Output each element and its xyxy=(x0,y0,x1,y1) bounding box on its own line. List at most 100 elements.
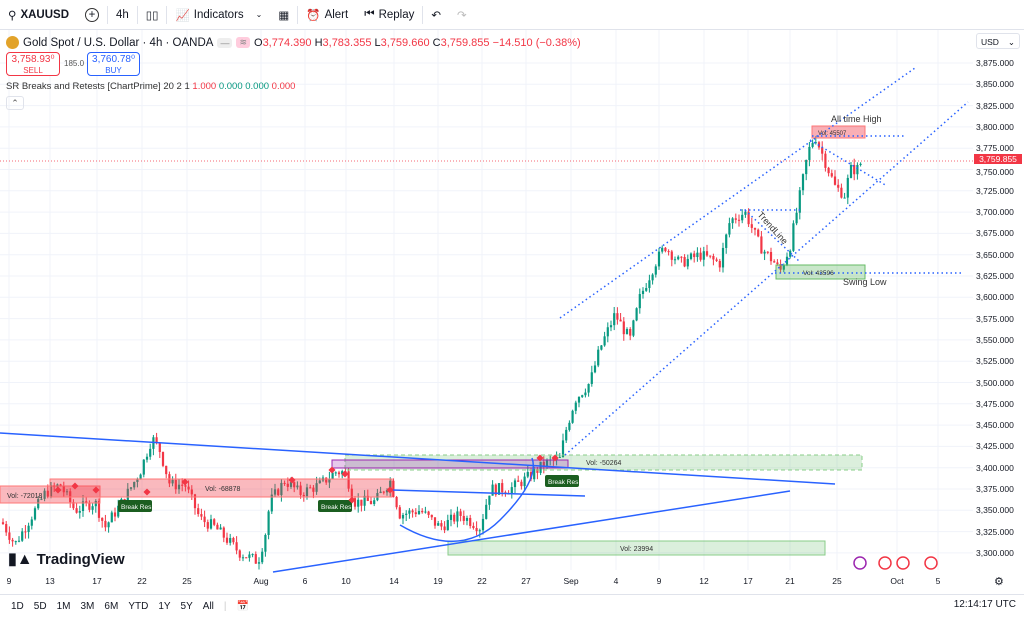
price-tick: 3,500.000 xyxy=(976,377,1014,388)
axis-settings-icon[interactable]: ⚙ xyxy=(994,576,1004,588)
time-tick: 9 xyxy=(656,576,662,586)
candle xyxy=(645,288,648,291)
interval-button[interactable]: 4h xyxy=(116,8,129,21)
redo-button[interactable]: ↷ xyxy=(449,0,475,30)
calendar-icon[interactable]: 📅 xyxy=(236,600,249,612)
candle xyxy=(235,542,238,551)
buy-button[interactable]: 3,760.78⁰ BUY xyxy=(87,52,140,76)
candle xyxy=(635,308,638,321)
candle xyxy=(440,523,443,527)
time-tick: 13 xyxy=(45,576,55,586)
price-tick: 3,450.000 xyxy=(976,420,1014,431)
time-tick: 25 xyxy=(832,576,842,586)
candle xyxy=(177,484,181,490)
layouts-button[interactable]: ▦ xyxy=(270,0,297,30)
candle xyxy=(741,214,744,221)
candle xyxy=(126,488,129,504)
candle xyxy=(763,251,766,254)
symbol-search[interactable]: ⚲ XAUUSD xyxy=(8,8,69,22)
ath-label: All time High xyxy=(831,114,882,124)
candle xyxy=(651,274,654,281)
candle xyxy=(337,472,341,475)
visibility-toggle[interactable]: — xyxy=(217,37,233,48)
price-tick: 3,425.000 xyxy=(976,441,1014,452)
candle xyxy=(341,471,344,475)
range-ytd[interactable]: YTD xyxy=(128,600,149,612)
price-tick: 3,825.000 xyxy=(976,100,1014,111)
range-5d[interactable]: 5D xyxy=(33,600,47,612)
range-6m[interactable]: 6M xyxy=(104,600,119,612)
candle xyxy=(488,495,491,505)
candle xyxy=(558,457,561,459)
range-1m[interactable]: 1M xyxy=(56,600,71,612)
range-5y[interactable]: 5Y xyxy=(180,600,193,612)
divider xyxy=(422,5,424,24)
candle xyxy=(728,223,731,235)
signal-marker xyxy=(551,454,559,462)
curve-line xyxy=(399,457,534,543)
candle xyxy=(213,519,216,525)
candle xyxy=(30,519,33,526)
candle xyxy=(267,511,270,535)
candle xyxy=(229,538,232,543)
candle xyxy=(520,481,523,487)
candle xyxy=(40,498,43,500)
candle xyxy=(97,500,101,518)
candle xyxy=(536,469,539,473)
candle xyxy=(280,482,283,496)
range-all[interactable]: All xyxy=(202,600,214,612)
candle xyxy=(430,514,433,518)
candle xyxy=(587,383,590,393)
sell-button[interactable]: 3,758.93⁰ SELL xyxy=(6,52,60,76)
collapse-legend-button[interactable]: ⌃ xyxy=(6,96,24,110)
time-tick: 5 xyxy=(935,576,941,586)
price-chart[interactable]: Vol: -72018 Vol: -68878 Vol: -50264 Vol: 23… xyxy=(0,30,973,575)
candle xyxy=(769,251,773,262)
price-tick: 3,775.000 xyxy=(976,143,1014,154)
candle xyxy=(113,512,117,517)
candle xyxy=(805,159,808,175)
candle xyxy=(462,515,465,521)
time-tick: Aug xyxy=(253,576,269,586)
candle xyxy=(366,495,369,501)
candle xyxy=(670,251,673,260)
clock[interactable]: 12:14:17 UTC xyxy=(953,599,1016,610)
candle xyxy=(203,516,206,523)
candle xyxy=(859,163,862,165)
candle xyxy=(779,264,782,270)
plus-circle-icon: + xyxy=(85,7,99,22)
candle xyxy=(821,147,824,154)
price-tick: 3,575.000 xyxy=(976,313,1014,324)
settings-toggle[interactable]: ≋ xyxy=(236,37,250,48)
range-3m[interactable]: 3M xyxy=(80,600,95,612)
horizontal-line xyxy=(391,489,586,497)
divider: | xyxy=(223,600,227,612)
price-tick: 3,875.000 xyxy=(976,58,1014,68)
range-1d[interactable]: 1D xyxy=(11,600,24,612)
range-1y[interactable]: 1Y xyxy=(158,600,171,612)
currency-select[interactable]: USD ⌄ xyxy=(976,33,1020,49)
candle xyxy=(318,480,321,484)
candle xyxy=(657,251,661,267)
alert-button[interactable]: ⏰ Alert xyxy=(306,8,349,22)
undo-button[interactable]: ↶ xyxy=(423,0,449,30)
candle xyxy=(216,524,219,530)
indicator-legend: SR Breaks and Retests [ChartPrime] 20 2 … xyxy=(6,81,296,92)
candle xyxy=(43,490,46,499)
candle xyxy=(491,484,494,496)
time-tick: 19 xyxy=(433,576,443,586)
replay-button[interactable]: ⏮ Replay xyxy=(364,8,415,21)
candle xyxy=(721,247,725,268)
ohlc: O3,774.390 H3,783.355 L3,759.660 C3,759.… xyxy=(254,36,581,49)
candle xyxy=(533,469,536,480)
candle xyxy=(590,372,593,384)
price-tick: 3,375.000 xyxy=(976,484,1014,494)
candle xyxy=(46,490,49,497)
candle xyxy=(449,514,453,520)
candle xyxy=(85,501,88,503)
indicators-button[interactable]: 📈 Indicators ⌄ xyxy=(175,8,263,22)
candle xyxy=(497,483,501,495)
add-symbol-button[interactable]: + xyxy=(77,0,107,30)
volume-label: Vol: 23994 xyxy=(620,546,653,553)
chart-type-button[interactable]: ▯▯ xyxy=(138,0,167,30)
